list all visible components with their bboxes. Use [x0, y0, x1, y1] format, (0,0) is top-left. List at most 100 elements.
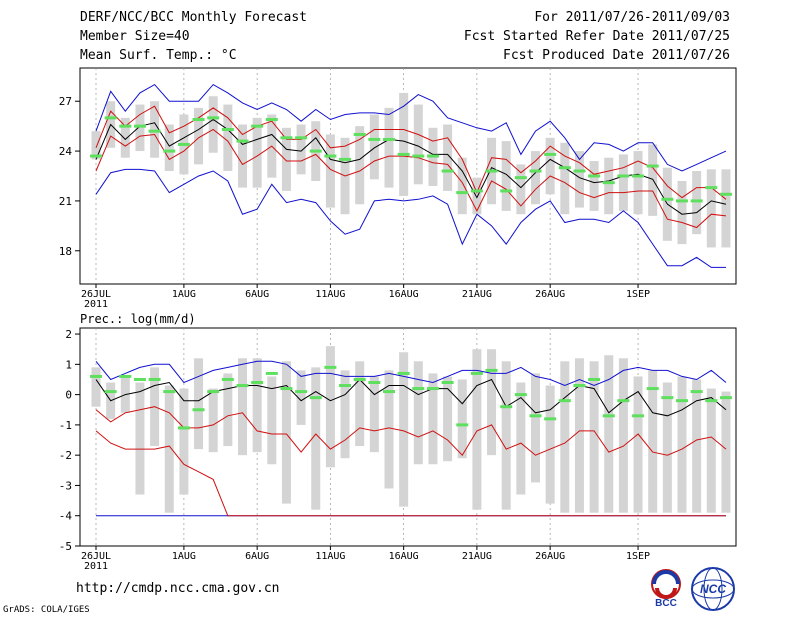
prec-y-tick-label: -1 [59, 419, 72, 432]
forecast-period: For 2011/07/26-2011/09/03 [534, 10, 730, 25]
prec-box [677, 376, 687, 513]
prec-observed-marker [485, 368, 498, 372]
prec-observed-marker [119, 374, 132, 378]
prec-observed-marker [90, 374, 102, 378]
temp-box [252, 117, 262, 188]
temp-x-tick-label: 1SEP [626, 289, 650, 300]
temp-observed-marker [632, 174, 645, 178]
temp-observed-marker [544, 152, 557, 156]
temp-observed-marker [324, 154, 337, 158]
temp-observed-marker [470, 189, 483, 193]
prec-observed-marker [441, 381, 454, 384]
temp-y-tick-label: 21 [59, 195, 72, 208]
temp-observed-marker [676, 199, 688, 203]
variable-label: Mean Surf. Temp.: °C [80, 48, 237, 63]
prec-observed-marker [632, 414, 645, 418]
prec-box [369, 376, 379, 453]
prec-box [135, 382, 145, 495]
temp-observed-marker [719, 192, 732, 196]
bcc-logo: BCC [651, 569, 681, 608]
prec-y-tick-label: -2 [59, 449, 72, 462]
prec-mean-line [95, 378, 727, 417]
temp-box [443, 124, 453, 191]
temp-x-tick-label: 6AUG [245, 289, 269, 300]
temp-box [208, 96, 218, 153]
prec-box [589, 361, 599, 513]
prec-box [355, 361, 365, 447]
prec-observed-marker [133, 377, 146, 381]
chart-title: DERF/NCC/BCC Monthly Forecast [80, 10, 307, 25]
temp-box [120, 117, 130, 158]
temp-observed-marker [221, 127, 234, 131]
temp-observed-marker [456, 191, 469, 195]
temp-box [91, 131, 101, 160]
prec-observed-marker [177, 426, 190, 430]
temp-observed-marker [661, 197, 674, 201]
prec-y-tick-label: 1 [65, 358, 72, 371]
temp-box [355, 126, 365, 205]
temp-observed-marker [500, 189, 513, 193]
prec-panel-title: Prec.: log(mm/d) [80, 312, 196, 326]
prec-observed-marker [163, 390, 176, 394]
prec-observed-marker [353, 377, 366, 381]
temp-box [281, 127, 291, 191]
prec-observed-marker [470, 371, 483, 375]
temp-box [516, 164, 526, 215]
prec-observed-marker [295, 390, 308, 394]
prec-observed-marker [397, 371, 410, 375]
temp-box [457, 157, 467, 215]
temp-observed-marker [646, 164, 659, 168]
temp-y-tick-label: 24 [59, 145, 73, 158]
prec-observed-marker [544, 417, 557, 421]
prec-observed-marker [558, 399, 571, 403]
temp-observed-marker [573, 169, 586, 173]
prec-observed-marker [192, 408, 205, 412]
temp-x-tick-label: 26JUL [81, 289, 111, 300]
temp-box [325, 134, 335, 208]
prec-observed-marker [339, 384, 352, 388]
bcc-logo-text: BCC [655, 598, 677, 608]
temp-observed-marker [705, 186, 718, 190]
grads-credit: GrADS: COLA/IGES [3, 605, 90, 615]
temp-x-tick-label: 11AUG [315, 289, 345, 300]
temp-observed-marker [280, 136, 293, 140]
prec-box [604, 355, 614, 513]
prec-observed-marker [324, 365, 337, 369]
temp-observed-marker [163, 149, 176, 153]
prec-x-tick-label: 1SEP [626, 551, 650, 562]
temp-upper-quartile-line [95, 105, 727, 200]
temp-x-tick-label: 1AUG [172, 289, 196, 300]
temp-observed-marker [529, 169, 542, 173]
temp-observed-marker [368, 137, 381, 141]
prec-y-tick-label: 2 [65, 328, 72, 341]
temp-box [413, 104, 423, 185]
prec-box [311, 367, 321, 510]
prec-box [179, 388, 189, 495]
source-url[interactable]: http://cmdp.ncc.cma.gov.cn [76, 581, 280, 596]
temp-observed-marker [133, 124, 146, 128]
temp-observed-marker [309, 149, 322, 153]
prec-y-tick-label: 0 [65, 389, 72, 402]
prec-box [443, 376, 453, 462]
temp-observed-marker [177, 142, 190, 146]
prec-box [428, 373, 438, 465]
prec-observed-marker [719, 396, 732, 400]
prec-observed-marker [573, 384, 586, 388]
prec-observed-marker [280, 387, 293, 391]
prec-box [457, 379, 467, 459]
temp-plot-frame [79, 67, 737, 285]
prec-box [296, 370, 306, 425]
temp-box [692, 171, 702, 235]
prec-observed-marker [236, 384, 249, 388]
temp-box [574, 151, 584, 208]
prec-box [91, 367, 101, 407]
prec-box [516, 382, 526, 495]
prec-x-tick-label: 26AUG [535, 551, 565, 562]
prec-x-tick-label: 1AUG [172, 551, 196, 562]
temp-x-tick-label: 26AUG [535, 289, 565, 300]
prec-box [574, 358, 584, 513]
prec-box [472, 349, 482, 510]
temp-observed-marker [192, 118, 205, 122]
temp-box [164, 124, 174, 172]
